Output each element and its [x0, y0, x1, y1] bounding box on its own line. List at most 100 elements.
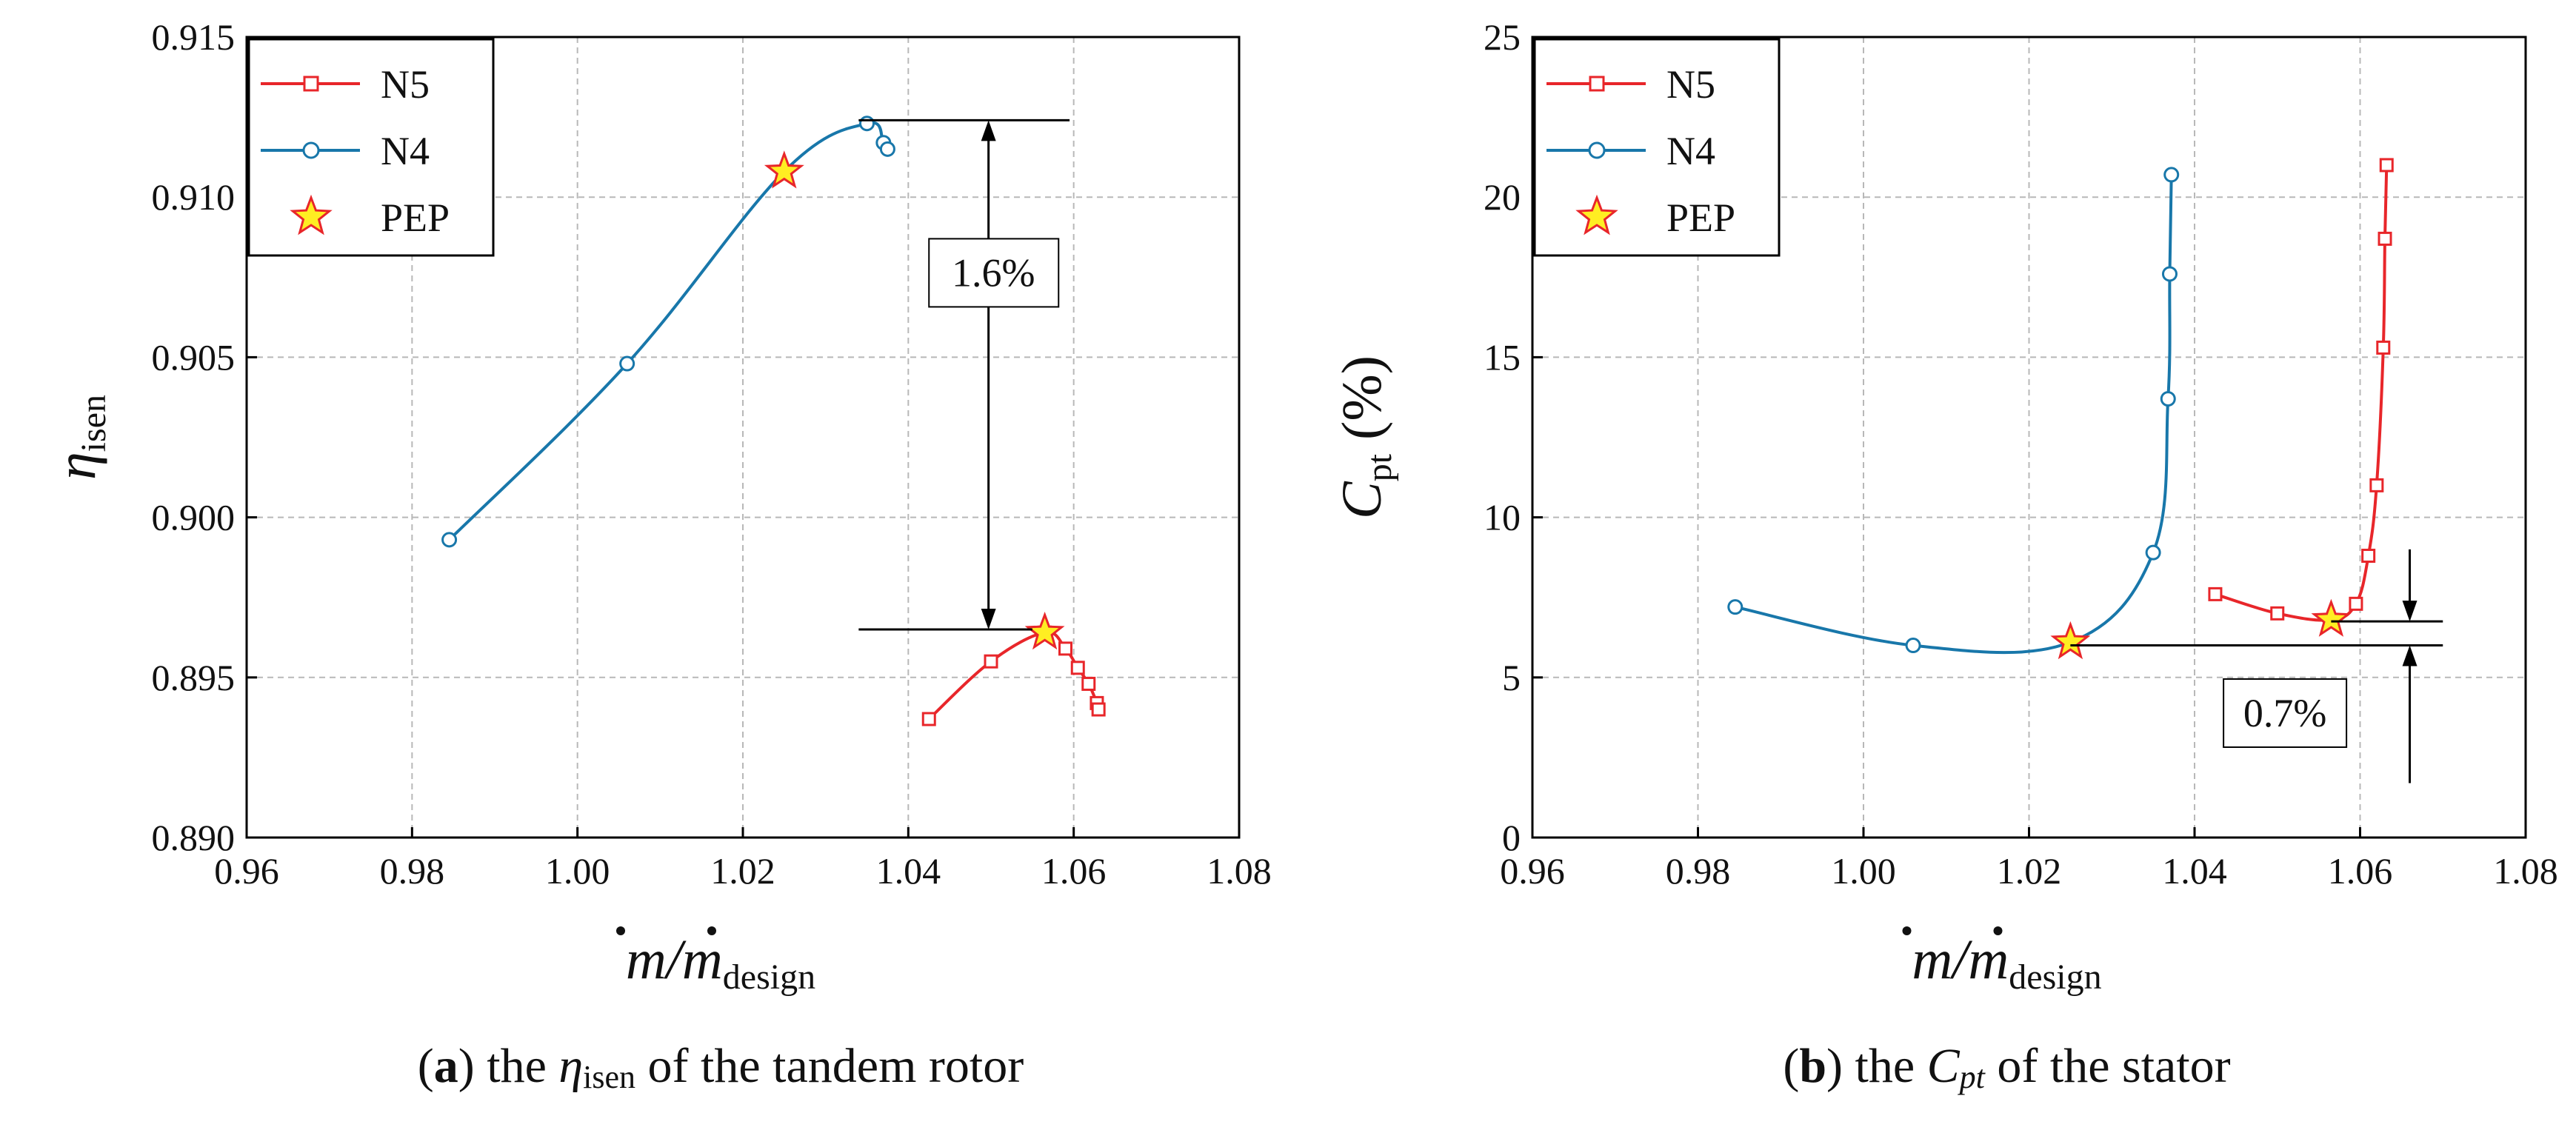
legend-box [247, 38, 495, 257]
data-point-n5 [2369, 478, 2384, 492]
data-point-n5 [1058, 641, 1072, 656]
series-line-n4 [448, 121, 890, 541]
legend-marker-pep [1575, 194, 1618, 235]
annotation-arrowhead-down [981, 608, 996, 629]
annotation-box [2223, 678, 2348, 748]
annotation-label: 1.6% [952, 250, 1035, 295]
data-point-n5 [1091, 702, 1106, 717]
y-tick-label: 25 [1484, 16, 1521, 58]
data-point-n4 [879, 141, 895, 157]
data-point-n5 [2379, 158, 2394, 173]
x-tick-label: 1.08 [1207, 850, 1272, 892]
data-point-n4 [1727, 599, 1744, 615]
annotation-arrowhead-up [2402, 645, 2417, 666]
x-axis-main: m/m [626, 929, 723, 991]
y-axis-subscript: pt [1360, 453, 1399, 481]
y-tick-label: 15 [1484, 336, 1521, 378]
legend-marker-n4 [302, 141, 320, 159]
y-axis-symbol: C [1331, 481, 1393, 519]
y-tick-label: 0.890 [152, 817, 236, 858]
legend-label-n5: N5 [381, 62, 430, 107]
x-tick-label: 1.08 [2493, 850, 2558, 892]
x-tick-label: 1.00 [1831, 850, 1896, 892]
legend-marker-n4 [1588, 141, 1606, 159]
legend-label-n4: N4 [1666, 129, 1715, 173]
y-tick-label: 0.895 [152, 657, 236, 698]
data-point-n5 [984, 654, 998, 669]
data-point-n4 [859, 116, 875, 132]
x-tick-label: 1.02 [1997, 850, 2062, 892]
y-tick-label: 0.910 [152, 176, 236, 218]
pep-star-marker [764, 150, 804, 189]
x-axis-dot-1 [616, 926, 625, 935]
series-line-n4 [1735, 174, 2173, 655]
x-tick-label: 0.96 [1500, 850, 1565, 892]
annotation-label: 0.7% [2243, 691, 2326, 735]
caption-subscript: pt [1958, 1059, 1986, 1095]
x-tick-label: 1.06 [1041, 850, 1107, 892]
annotation-arrowhead-down [2402, 601, 2417, 622]
x-axis-label: m/mdesign [626, 929, 815, 997]
caption-paren-open: ( [418, 1039, 434, 1093]
data-point-n4 [619, 355, 635, 372]
caption-paren-open: ( [1783, 1039, 1799, 1093]
data-point-n4 [2160, 391, 2176, 407]
x-tick-label: 1.06 [2328, 850, 2393, 892]
caption-subscript: isen [583, 1059, 635, 1095]
y-axis-unit: (%) [1331, 355, 1393, 454]
x-axis-dot-1 [1902, 926, 1912, 935]
data-point-n4 [441, 532, 458, 548]
pep-star-marker [2311, 598, 2352, 637]
x-axis-subscript: design [2009, 957, 2101, 997]
annotation-arrowhead-up [981, 120, 996, 141]
x-axis-dot-2 [1993, 926, 2003, 935]
y-tick-label: 0.915 [152, 16, 236, 58]
y-axis-subscript: isen [74, 395, 113, 452]
figure-caption: (a) the ηisen of the tandem rotor [418, 1039, 1024, 1095]
legend-marker-n5 [1589, 76, 1605, 92]
y-tick-label: 20 [1484, 176, 1521, 218]
legend-label-pep: PEP [1666, 195, 1735, 240]
legend-marker-n5 [303, 76, 319, 92]
data-point-n5 [1070, 661, 1085, 675]
annotation-box [928, 238, 1060, 308]
panel-b-chart: 0.96 0.98 1.00 1.02 1.04 1.06 1.08 0 5 10 15 20 25 N5… [1331, 16, 2558, 1095]
x-axis-label: m/mdesign [1912, 929, 2101, 997]
x-tick-label: 0.98 [1666, 850, 1731, 892]
y-axis-symbol: η [45, 452, 107, 480]
panel-a-chart: 0.96 0.98 1.00 1.02 1.04 1.06 1.08 0.890 0.895 0.… [45, 16, 1272, 1095]
caption-letter: b [1799, 1039, 1826, 1093]
caption-symbol: C [1927, 1039, 1961, 1093]
data-point-n4 [2145, 544, 2161, 561]
x-tick-label: 1.04 [876, 850, 941, 892]
data-point-n5 [2361, 548, 2376, 563]
legend-label-n4: N4 [381, 129, 430, 173]
x-tick-label: 1.04 [2162, 850, 2227, 892]
data-point-n5 [2270, 606, 2285, 621]
caption-prefix: ) the [458, 1039, 559, 1093]
pep-star-marker [2050, 621, 2091, 660]
caption-letter: a [434, 1039, 458, 1093]
y-tick-label: 0.905 [152, 336, 236, 378]
data-point-n5 [1081, 676, 1096, 691]
data-point-n5 [2378, 231, 2392, 246]
legend-label-pep: PEP [381, 195, 450, 240]
legend-marker-pep [290, 194, 333, 235]
x-tick-label: 1.02 [710, 850, 775, 892]
caption-suffix: of the tandem rotor [635, 1039, 1024, 1093]
data-point-n4 [2161, 266, 2178, 282]
data-point-n5 [921, 712, 936, 726]
caption-suffix: of the stator [1985, 1039, 2231, 1093]
series-line-n5 [2215, 164, 2389, 622]
caption-prefix: ) the [1826, 1039, 1927, 1093]
y-tick-label: 0.900 [152, 497, 236, 538]
data-point-n4 [1905, 638, 1921, 654]
x-tick-label: 1.00 [545, 850, 610, 892]
data-point-n4 [2163, 167, 2180, 183]
figure-caption: (b) the Cpt of the stator [1783, 1039, 2230, 1095]
y-axis-label: ηisen [45, 395, 113, 480]
data-point-n5 [2208, 586, 2223, 601]
y-tick-label: 5 [1502, 657, 1521, 698]
x-axis-main: m/m [1912, 929, 2009, 991]
